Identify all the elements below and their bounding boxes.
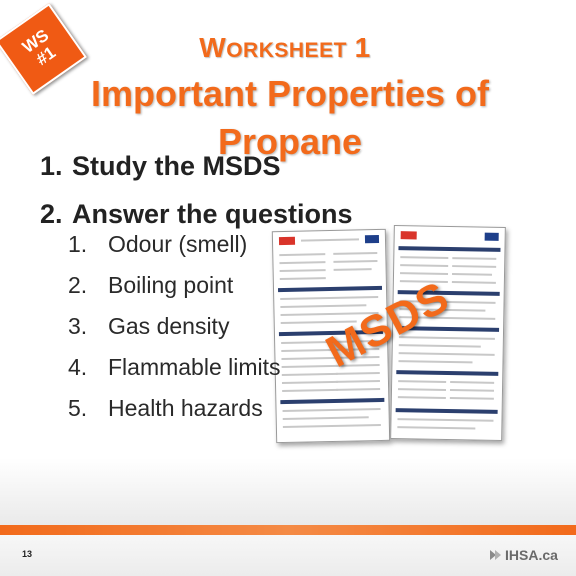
question-item: 1. Odour (smell) [68,224,281,265]
question-text: Gas density [108,313,230,339]
step-item: 2. Answer the questions [40,190,353,238]
questions-list: 1. Odour (smell) 2. Boiling point 3. Gas de… [68,224,281,429]
ihsa-logo: IHSA.ca [488,543,568,567]
question-item: 4. Flammable limits [68,347,281,388]
question-item: 3. Gas density [68,306,281,347]
worksheet-heading-rest: ORKSHEET [226,39,347,62]
question-number: 2. [68,272,88,298]
step-item: 1. Study the MSDS [40,142,353,190]
question-number: 5. [68,395,88,421]
step-number: 1. [40,151,63,181]
footer-accent-bar [0,525,576,535]
question-text: Boiling point [108,272,234,298]
steps-list: 1. Study the MSDS 2. Answer the questions [40,142,353,238]
question-number: 3. [68,313,88,339]
footer [0,535,576,576]
page-number: 13 [22,549,33,559]
page-title: Important Properties of Propane [90,73,490,162]
brand-logo-icon [484,232,499,241]
worksheet-heading-initial: W [199,32,227,63]
supplier-logo-icon [400,231,417,240]
question-number: 4. [68,354,88,380]
question-text: Flammable limits [108,354,281,380]
question-text: Health hazards [108,395,263,421]
brand-logo-icon [364,234,380,244]
worksheet-heading-number: 1 [354,32,371,63]
question-text: Odour (smell) [108,231,248,257]
question-item: 5. Health hazards [68,388,281,429]
step-number: 2. [40,199,63,229]
step-text: Answer the questions [72,199,353,229]
footer-fade [0,458,576,528]
ihsa-arrow-icon [490,550,501,560]
worksheet-heading: WORKSHEET 1 [150,32,420,64]
question-number: 1. [68,231,88,257]
ihsa-logo-text: IHSA.ca [505,547,558,563]
question-item: 2. Boiling point [68,265,281,306]
step-text: Study the MSDS [72,151,281,181]
